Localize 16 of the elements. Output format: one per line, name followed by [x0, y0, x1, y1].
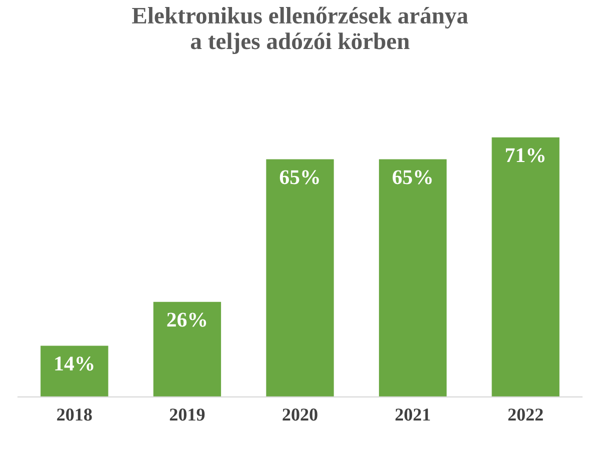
x-tick-label: 2021 — [396, 408, 430, 421]
bar — [153, 302, 222, 397]
x-tick-label: 2022 — [508, 408, 543, 421]
data-label: 14% — [55, 356, 94, 371]
x-tick-label: 2019 — [170, 408, 205, 421]
chart-title: Elektronikus ellenőrzések aránya a teljes adózói körben — [132, 6, 468, 54]
bar — [492, 137, 560, 397]
x-tick-label: 2018 — [57, 408, 92, 421]
x-tick-label: 2020 — [282, 408, 318, 421]
bar — [40, 346, 108, 397]
data-label: 26% — [167, 312, 206, 327]
bar — [378, 159, 447, 397]
bar — [266, 159, 334, 397]
data-label: 65% — [392, 170, 432, 184]
data-label: 65% — [280, 170, 319, 184]
data-label: 71% — [506, 148, 544, 162]
